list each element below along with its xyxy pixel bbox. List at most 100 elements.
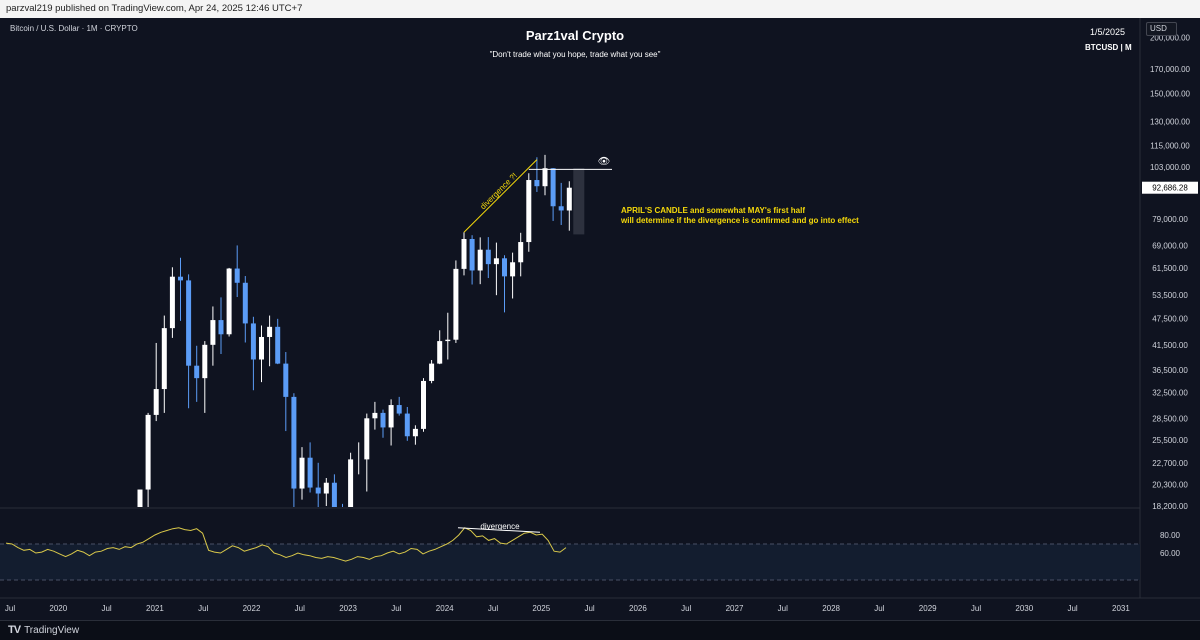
candle-body	[137, 489, 143, 507]
annotation-line-1: APRIL'S CANDLE and somewhat MAY's first …	[621, 206, 805, 215]
time-tick-label: Jul	[681, 604, 691, 613]
chart-subtitle: "Don't trade what you hope, trade what y…	[489, 50, 661, 59]
price-tick-label: 53,500.00	[1152, 291, 1188, 300]
candle-body	[323, 482, 329, 494]
candle-body	[493, 258, 499, 265]
time-tick-label: Jul	[295, 604, 305, 613]
candle-body	[412, 428, 418, 437]
candle-body	[421, 380, 426, 429]
candle-body	[388, 405, 394, 428]
candle-body	[275, 326, 281, 364]
candle-body	[518, 242, 524, 263]
candle-body	[429, 363, 435, 381]
footer-bar: TV TradingView	[0, 620, 1200, 640]
time-axis[interactable]: Jul 2020 Jul 2021 Jul 2022 Jul 2023 Jul 2024 Jul 20…	[0, 597, 1200, 613]
price-tick-label: 150,000.00	[1150, 90, 1191, 99]
time-tick-label: Jul	[101, 604, 111, 613]
candle-body	[542, 168, 548, 187]
time-tick-label: 2028	[822, 604, 840, 613]
time-tick-label: 2023	[339, 604, 357, 613]
candle-body	[437, 341, 443, 364]
candle-body	[283, 363, 289, 397]
chart-canvas[interactable]: 230,000.00200,000.00170,000.00150,000.00…	[0, 18, 1200, 620]
candle-body	[502, 258, 507, 277]
rsi-line	[5, 527, 567, 562]
tradingview-logo-icon: TV	[8, 624, 21, 636]
candle-body	[364, 418, 370, 460]
candle-body	[477, 249, 483, 271]
time-tick-label: 2021	[146, 604, 164, 613]
ticker-label: BTCUSD | M	[1085, 43, 1132, 52]
time-tick-label: Jul	[488, 604, 498, 613]
candle-body	[169, 276, 175, 329]
price-tick-label: 28,500.00	[1152, 414, 1188, 423]
rsi-pane	[0, 527, 1140, 581]
date-label: 1/5/2025	[1090, 27, 1126, 37]
candle-body	[380, 412, 386, 428]
candle-body	[153, 389, 159, 415]
time-tick-label: 2025	[532, 604, 550, 613]
candle-body	[566, 187, 572, 211]
symbol-legend[interactable]: Bitcoin / U.S. Dollar · 1M · CRYPTO	[10, 24, 138, 33]
candle-body	[461, 239, 467, 269]
time-tick-label: Jul	[5, 604, 15, 613]
price-tick-label: 79,000.00	[1152, 215, 1188, 224]
candle-body	[315, 487, 321, 494]
candle-body	[226, 268, 232, 335]
rsi-tick-label: 60.00	[1160, 549, 1181, 558]
time-tick-label: 2029	[919, 604, 937, 613]
rsi-band	[0, 544, 1140, 580]
price-tick-label: 36,500.00	[1152, 366, 1188, 375]
projection-box	[573, 168, 585, 235]
candle-body	[186, 280, 192, 366]
time-tick-label: Jul	[1067, 604, 1077, 613]
candle-body	[534, 180, 540, 187]
rsi-divergence-line	[457, 527, 541, 533]
time-tick-label: 2022	[243, 604, 261, 613]
candle-body	[218, 320, 224, 335]
price-tick-label: 25,500.00	[1152, 436, 1188, 445]
time-tick-label: 2024	[436, 604, 454, 613]
candle-body	[259, 336, 264, 360]
rsi-divergence-label: divergence	[480, 522, 520, 531]
candle-body	[299, 457, 305, 489]
time-tick-label: 2031	[1112, 604, 1130, 613]
candle-body	[331, 482, 337, 507]
time-tick-label: 2030	[1015, 604, 1033, 613]
price-tick-label: 32,500.00	[1152, 389, 1188, 398]
price-tick-label: 130,000.00	[1150, 118, 1191, 127]
candle-body	[550, 168, 556, 207]
candle-body	[396, 405, 402, 414]
time-tick-label: Jul	[391, 604, 401, 613]
price-tick-label: 115,000.00	[1150, 142, 1190, 151]
time-tick-label: 2027	[726, 604, 744, 613]
price-tick-label: 41,500.00	[1152, 341, 1188, 350]
candle-body	[453, 268, 459, 340]
price-tick-label: 20,300.00	[1152, 481, 1188, 490]
time-tick-label: Jul	[778, 604, 788, 613]
candle-body	[234, 268, 240, 283]
price-divergence-line	[463, 159, 538, 233]
candle-body	[372, 412, 378, 419]
candle-body	[250, 323, 256, 360]
time-tick-label: Jul	[874, 604, 884, 613]
time-tick-label: 2020	[49, 604, 67, 613]
candle-body	[510, 262, 516, 277]
candle-body	[161, 328, 167, 390]
candle-body	[404, 413, 410, 437]
price-tick-label: 69,000.00	[1152, 241, 1188, 250]
time-tick-label: Jul	[584, 604, 594, 613]
currency-button[interactable]: USD	[1146, 22, 1177, 36]
annotation-line-2: will determine if the divergence is conf…	[621, 216, 859, 225]
price-tick-label: 200,000.00	[1150, 33, 1191, 42]
tradingview-logo[interactable]: TV TradingView	[8, 624, 79, 636]
tradingview-brand: TradingView	[24, 624, 80, 636]
candle-body	[485, 249, 491, 265]
price-axis[interactable]: 230,000.00200,000.00170,000.00150,000.00…	[1139, 18, 1200, 620]
annotation-text: APRIL'S CANDLE and somewhat MAY's first …	[621, 206, 859, 226]
eye-icon: 👁	[598, 156, 611, 167]
price-pane	[0, 154, 1200, 509]
rsi-tick-label: 80.00	[1160, 531, 1181, 540]
chart-title: Parz1val Crypto	[525, 28, 625, 43]
candle-body	[469, 239, 475, 271]
